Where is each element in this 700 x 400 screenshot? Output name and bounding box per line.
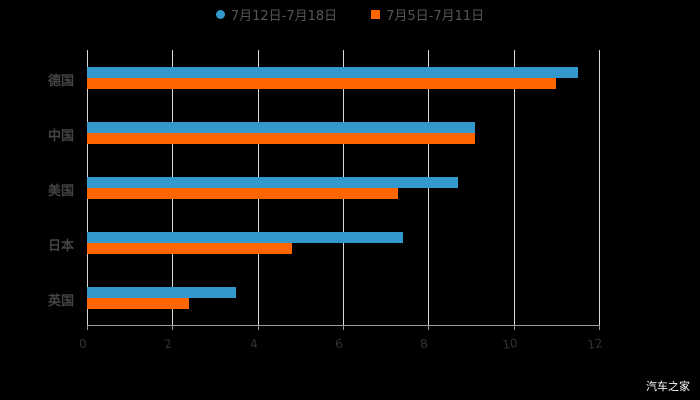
bar-series-1[interactable] bbox=[87, 232, 403, 243]
x-tick-label: 4 bbox=[248, 336, 259, 352]
bar-series-2[interactable] bbox=[87, 78, 557, 89]
x-tick-label: 6 bbox=[334, 336, 344, 352]
watermark: 汽车之家 bbox=[646, 380, 690, 393]
x-tick-label: 8 bbox=[419, 336, 430, 352]
gridline bbox=[513, 50, 515, 325]
plot-area bbox=[87, 50, 600, 325]
x-tick bbox=[513, 325, 515, 330]
legend-marker-circle-icon bbox=[215, 9, 225, 19]
y-category-label: 美国 bbox=[48, 184, 75, 199]
x-tick-label: 0 bbox=[78, 336, 88, 352]
y-category-label: 中国 bbox=[48, 129, 75, 144]
bar-series-2[interactable] bbox=[87, 133, 476, 144]
bar-series-2[interactable] bbox=[87, 298, 190, 309]
x-tick bbox=[343, 325, 344, 330]
legend-item-series-1[interactable]: 7月12日-7月18日 bbox=[215, 5, 338, 24]
legend-marker-square-icon bbox=[371, 9, 381, 19]
chart-legend: 7月12日-7月18日 7月5日-7月11日 bbox=[0, 4, 700, 24]
bar-series-1[interactable] bbox=[87, 177, 459, 188]
y-category-label: 英国 bbox=[48, 294, 75, 309]
x-tick-label: 12 bbox=[586, 336, 604, 352]
x-tick bbox=[599, 325, 600, 330]
bar-series-2[interactable] bbox=[87, 188, 399, 199]
gridline bbox=[599, 50, 600, 325]
legend-label: 7月5日-7月11日 bbox=[386, 8, 485, 24]
bar-series-2[interactable] bbox=[87, 243, 292, 254]
x-tick bbox=[172, 325, 174, 330]
x-tick bbox=[87, 325, 88, 330]
legend-label: 7月12日-7月18日 bbox=[230, 8, 338, 24]
x-tick-label: 10 bbox=[501, 336, 519, 352]
y-category-label: 日本 bbox=[48, 239, 75, 254]
bar-series-1[interactable] bbox=[87, 67, 578, 78]
x-tick-label: 2 bbox=[163, 336, 174, 352]
x-tick bbox=[428, 325, 430, 330]
bar-series-1[interactable] bbox=[87, 287, 237, 298]
bar-series-1[interactable] bbox=[87, 122, 476, 133]
x-tick bbox=[257, 325, 259, 330]
legend-item-series-2[interactable]: 7月5日-7月11日 bbox=[371, 5, 484, 24]
y-category-label: 德国 bbox=[48, 74, 75, 89]
